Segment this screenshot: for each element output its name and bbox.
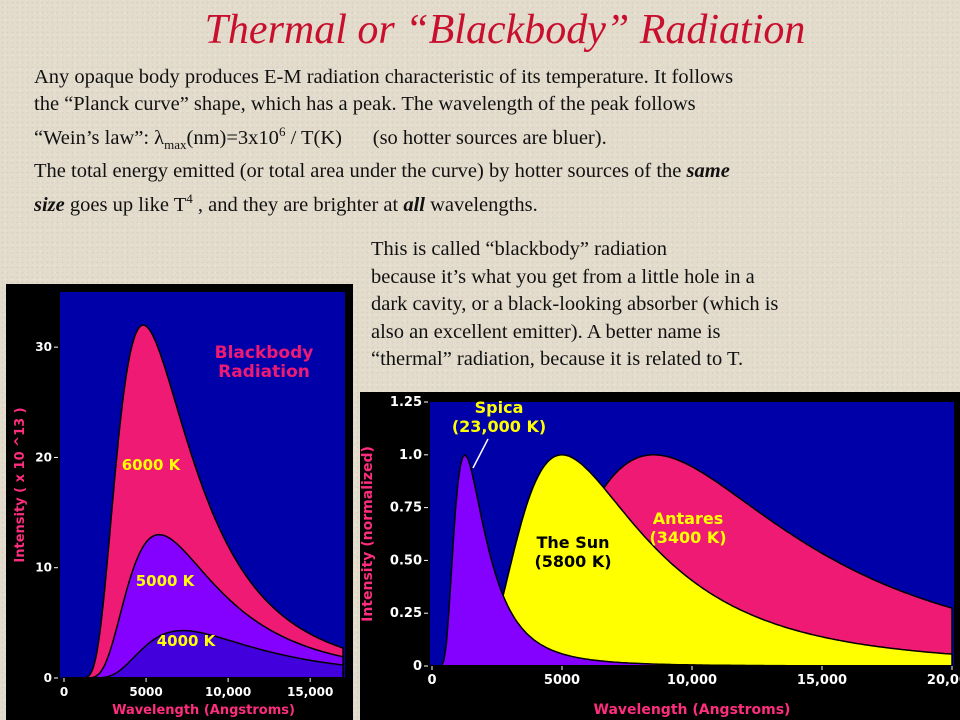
y-tick-label-0: 0 (44, 671, 52, 685)
x-axis-title: Wavelength (Angstroms) (112, 703, 295, 718)
y-tick-label-0: 0 (413, 659, 422, 674)
wien-tail: / T(K) (so hotter sources are bluer). (285, 126, 607, 149)
x-tick-label-4: 20,000 (927, 673, 960, 688)
series-label-0: 6000 K (122, 456, 182, 474)
x-tick-label-1: 5000 (129, 685, 162, 699)
emphasis-all: all (403, 193, 425, 216)
blackbody-chart-svg: 0 5000 10,000 15,000 0 10 20 30 Wavelength (Angs… (13, 292, 345, 718)
chart1-title-line2: Radiation (218, 362, 310, 382)
series-area-2 (64, 629, 344, 679)
energy-text: The total energy emitted (or total area … (34, 159, 687, 182)
y-tick-label-4: 1.0 (399, 448, 422, 463)
series-label-1-line2: (5800 K) (534, 552, 611, 571)
intro-line-2: the “Planck curve” shape, which has a pe… (34, 93, 696, 115)
emphasis-size: size (34, 193, 65, 216)
side-line-4: also an excellent emitter). A better nam… (371, 320, 721, 343)
spica-pointer-line (472, 438, 489, 469)
blackbody-chart: 0 5000 10,000 15,000 0 10 20 30 Wavelength (Angs… (6, 284, 353, 720)
lambda-subscript: max (164, 136, 187, 152)
x-axis-title: Wavelength (Angstroms) (594, 702, 791, 718)
stars-chart-svg: 0 5000 10,000 15,000 20,000 0 0.25 0.50 0.75 1.0 1… (360, 395, 960, 718)
y-tick-label-2: 20 (35, 450, 52, 464)
t4-exponent: 4 (186, 190, 193, 206)
series-label-1: 5000 K (136, 572, 196, 590)
side-paragraph: This is called “blackbody” radiation bec… (371, 236, 931, 374)
y-tick-label-3: 30 (35, 340, 52, 354)
intro-line-5: size goes up like T4 , and they are brig… (34, 185, 946, 219)
wien-label: “Wein’s law”: (34, 126, 155, 149)
series-label-1-line1: The Sun (536, 533, 609, 552)
intro-paragraph: Any opaque body produces E-M radiation c… (34, 64, 946, 219)
x-tick-label-0: 0 (427, 673, 436, 688)
intro-line-3: “Wein’s law”: λmax(nm)=3x106 / T(K) (so … (34, 118, 946, 158)
x-tick-label-1: 5000 (544, 673, 580, 688)
y-axis-title: Intensity ( x 10 ^13 ) (13, 407, 28, 562)
x-tick-label-0: 0 (60, 685, 68, 699)
series-label-0-line1: Antares (653, 509, 723, 528)
series-area-1 (432, 454, 953, 667)
x-tick-label-2: 10,000 (667, 673, 717, 688)
side-line-3: dark cavity, or a black-looking absorber… (371, 293, 779, 315)
y-tick-label-2: 0.50 (390, 553, 422, 568)
wavelengths-text: wavelengths. (424, 193, 538, 216)
side-line-5: “thermal” radiation, because it is relat… (371, 348, 744, 370)
brighter-text: , and they are brighter at (192, 193, 404, 216)
side-line-2: because it’s what you get from a little … (371, 265, 755, 288)
y-tick-label-5: 1.25 (390, 395, 422, 410)
t4-text: goes up like T (64, 193, 187, 216)
y-tick-label-3: 0.75 (390, 501, 422, 516)
stars-chart: 0 5000 10,000 15,000 20,000 0 0.25 0.50 0.75 1.0 1… (360, 392, 960, 720)
series-area-1 (64, 533, 344, 679)
series-label-2-line2: (23,000 K) (452, 417, 546, 436)
wien-formula: (nm)=3x10 (186, 126, 279, 149)
wien-exponent: 6 (278, 124, 286, 139)
series-label-2: 4000 K (157, 632, 217, 650)
intro-line-4: The total energy emitted (or total area … (34, 158, 946, 185)
y-axis-title: Intensity (normalized) (360, 446, 376, 622)
chart1-title-line1: Blackbody (215, 343, 314, 363)
lambda-symbol: λ (154, 126, 165, 149)
y-tick-label-1: 10 (35, 561, 52, 575)
x-tick-label-3: 15,000 (287, 685, 333, 699)
side-line-1: This is called “blackbody” radiation (371, 238, 668, 260)
series-label-0-line2: (3400 K) (649, 528, 726, 547)
series-label-2-line1: Spica (475, 398, 524, 417)
slide-title: Thermal or “Blackbody” Radiation (204, 7, 806, 53)
x-tick-label-2: 10,000 (205, 685, 251, 699)
intro-line-1: Any opaque body produces E-M radiation c… (34, 66, 734, 88)
emphasis-same: same (686, 159, 730, 182)
x-tick-label-3: 15,000 (797, 673, 847, 688)
y-tick-label-1: 0.25 (390, 606, 422, 621)
